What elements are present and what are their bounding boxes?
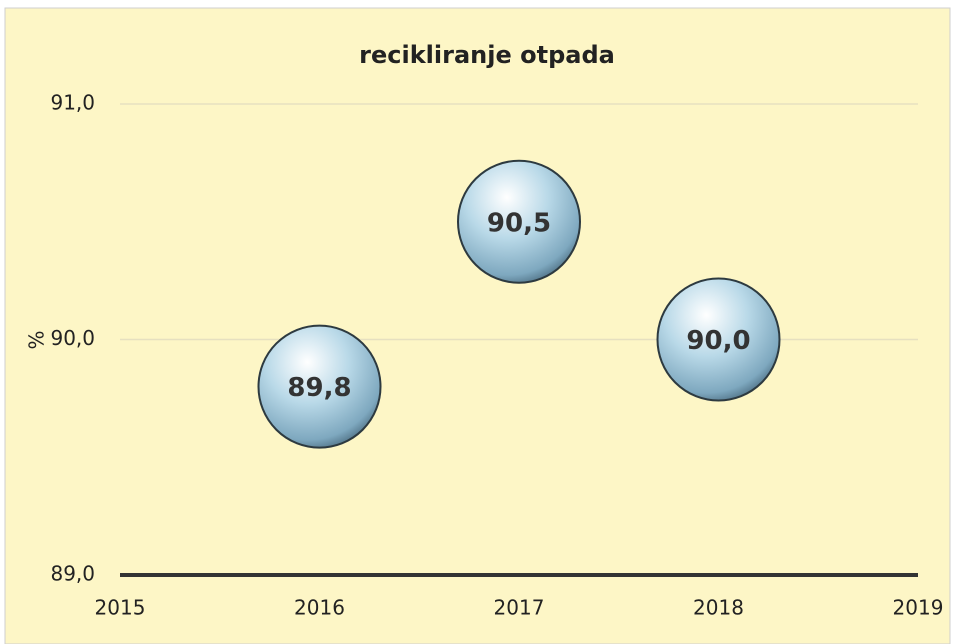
y-tick-label: 89,0 bbox=[50, 562, 95, 586]
data-label: 90,0 bbox=[686, 326, 750, 356]
data-label: 89,8 bbox=[287, 373, 351, 403]
x-tick-label: 2016 bbox=[294, 596, 345, 620]
x-tick-label: 2015 bbox=[95, 596, 146, 620]
y-tick-label: 91,0 bbox=[50, 91, 95, 115]
y-axis-label: % bbox=[25, 330, 49, 349]
y-tick-label: 90,0 bbox=[50, 326, 95, 350]
chart-title: recikliranje otpada bbox=[359, 41, 615, 69]
bubble bbox=[656, 277, 781, 402]
data-label: 90,5 bbox=[487, 208, 551, 238]
chart-background bbox=[4, 7, 951, 644]
x-tick-label: 2017 bbox=[494, 596, 545, 620]
bubble bbox=[457, 159, 581, 284]
x-tick-label: 2019 bbox=[893, 596, 944, 620]
x-tick-label: 2018 bbox=[693, 596, 744, 620]
bubble bbox=[257, 324, 382, 449]
